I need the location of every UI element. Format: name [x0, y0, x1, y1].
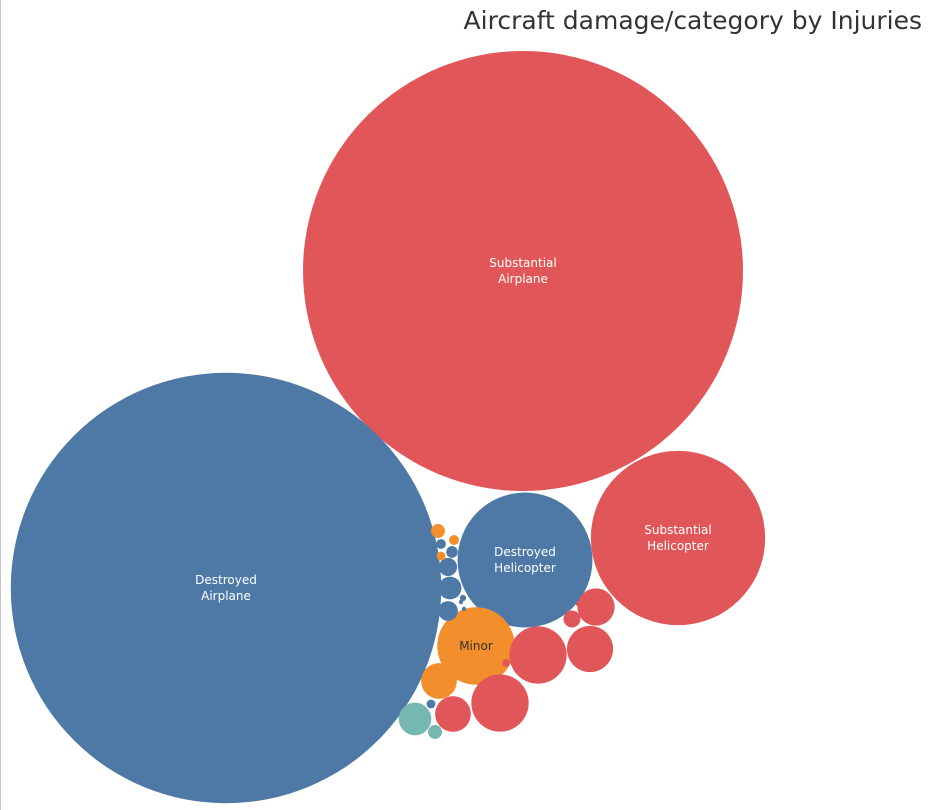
bubble-destroyed-24[interactable] — [459, 594, 467, 602]
bubble-other-11[interactable] — [398, 702, 432, 736]
left-border — [0, 0, 1, 810]
bubble-minor-4[interactable] — [437, 607, 515, 685]
bubble-destroyed-13[interactable] — [438, 601, 458, 621]
bubble-minor-19[interactable] — [449, 535, 459, 545]
bubble-substantial-6[interactable] — [471, 674, 529, 732]
bubble-substantial-helicopter-2[interactable] — [590, 450, 766, 626]
bubble-destroyed-14[interactable] — [438, 557, 458, 577]
bubble-substantial-8[interactable] — [577, 588, 615, 626]
bubble-substantial-airplane-0[interactable] — [303, 51, 743, 491]
bubble-other-16[interactable] — [428, 725, 442, 739]
bubble-destroyed-airplane-1[interactable] — [10, 372, 442, 804]
bubble-minor-17[interactable] — [431, 524, 445, 538]
bubble-destroyed-helicopter-3[interactable] — [457, 492, 593, 628]
bubble-substantial-28[interactable] — [583, 594, 589, 600]
bubble-destroyed-22[interactable] — [426, 699, 436, 709]
chart-title: Aircraft damage/category by Injuries — [463, 6, 922, 35]
bubble-label-substantial-helicopter: Substantial Helicopter — [644, 523, 711, 553]
bubble-minor-21[interactable] — [436, 551, 446, 561]
bubble-destroyed-25[interactable] — [461, 606, 467, 612]
bubble-substantial-9[interactable] — [435, 696, 471, 732]
bubble-substantial-5[interactable] — [509, 626, 567, 684]
bubble-label-destroyed-helicopter: Destroyed Helicopter — [494, 545, 556, 575]
bubble-substantial-23[interactable] — [502, 659, 510, 667]
bubble-destroyed-20[interactable] — [436, 539, 446, 549]
bubble-minor-10[interactable] — [421, 663, 457, 699]
bubble-destroyed-26[interactable] — [458, 599, 464, 605]
bubble-substantial-7[interactable] — [566, 625, 614, 673]
bubble-substantial-15[interactable] — [563, 610, 581, 628]
bubble-label-substantial-airplane: Substantial Airplane — [489, 256, 556, 286]
bubble-destroyed-12[interactable] — [438, 576, 462, 600]
bubble-label-destroyed-airplane: Destroyed Airplane — [195, 573, 257, 603]
bubble-label-minor: Minor — [459, 639, 493, 653]
bubble-substantial-27[interactable] — [575, 601, 581, 607]
bubble-destroyed-18[interactable] — [446, 546, 458, 558]
